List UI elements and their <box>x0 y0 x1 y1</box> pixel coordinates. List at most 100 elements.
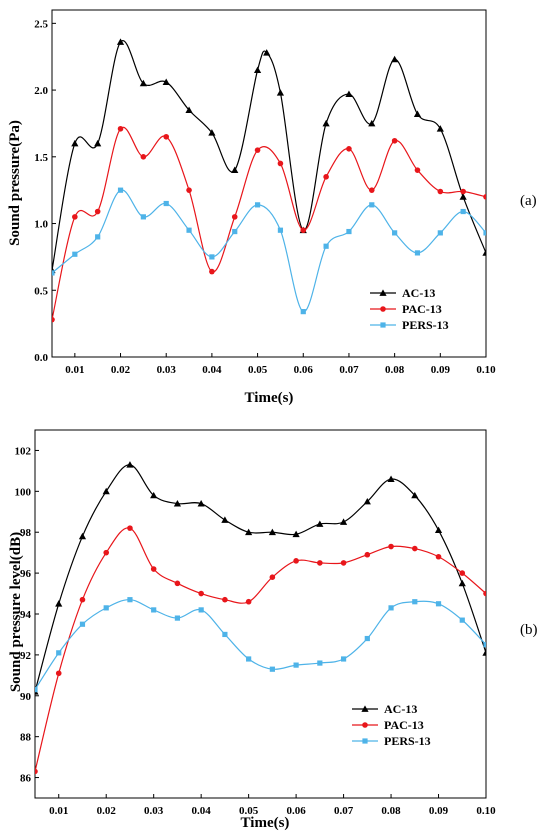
data-point <box>126 461 134 468</box>
data-point <box>436 125 444 132</box>
data-point <box>388 543 394 550</box>
data-point <box>437 230 443 236</box>
x-tick-label: 0.03 <box>144 805 164 817</box>
y-tick-label: 92 <box>20 650 32 662</box>
data-point <box>52 270 55 276</box>
data-point <box>151 607 157 613</box>
data-point <box>55 670 62 677</box>
data-point <box>95 234 101 240</box>
data-point <box>363 497 371 505</box>
legend-label: PERS-13 <box>402 318 449 332</box>
y-axis-ticks-b: 86 88 90 92 94 96 98 100 102 <box>15 445 39 785</box>
data-point <box>127 597 133 603</box>
data-point <box>198 590 204 597</box>
data-point <box>300 227 307 234</box>
data-point <box>198 607 204 613</box>
data-point <box>368 187 375 193</box>
series-group-b <box>35 461 486 775</box>
y-tick-label: 1.5 <box>34 152 48 164</box>
data-point <box>277 227 284 233</box>
data-point <box>364 635 370 642</box>
data-point <box>483 194 486 200</box>
plot-area-frame-a <box>51 9 487 358</box>
data-point <box>269 574 276 580</box>
data-point <box>117 125 124 132</box>
data-point <box>116 38 125 45</box>
data-point <box>150 491 158 499</box>
series-line-pac-13 <box>35 527 486 772</box>
data-point <box>127 525 133 531</box>
y-axis-ticks-a: 0.0 0.5 1.0 1.5 2.0 2.5 <box>34 18 56 364</box>
data-point <box>174 580 181 587</box>
x-tick-label: 0.10 <box>476 805 496 817</box>
x-tick-label: 0.09 <box>431 364 451 376</box>
data-point <box>208 129 216 136</box>
legend-marker <box>380 322 386 328</box>
data-point <box>339 518 348 525</box>
data-point <box>346 228 352 235</box>
data-point <box>231 214 238 220</box>
legend-marker <box>361 705 369 712</box>
y-axis-title-b: Sound pressure level(dB) <box>8 532 24 692</box>
data-point <box>35 687 38 693</box>
data-point <box>253 66 262 73</box>
data-point <box>103 549 110 556</box>
x-axis-ticks-a: 0.01 0.02 0.03 0.04 0.05 0.06 0.07 0.08 0.09 0.10 <box>65 353 496 376</box>
data-point <box>71 139 79 147</box>
data-point <box>317 660 323 666</box>
x-tick-label: 0.01 <box>49 805 68 817</box>
data-point <box>102 487 110 495</box>
y-tick-label: 0.5 <box>34 285 48 297</box>
legend-label: PAC-13 <box>384 718 424 732</box>
data-point <box>94 208 101 215</box>
series-pac-13 <box>35 525 486 775</box>
data-point <box>482 649 486 656</box>
x-tick-label: 0.10 <box>476 364 496 376</box>
data-point <box>368 119 376 127</box>
data-point <box>460 188 466 195</box>
x-tick-label: 0.06 <box>294 364 314 376</box>
legend-item-pac-13: PAC-13 <box>370 302 442 316</box>
data-point <box>413 110 422 117</box>
data-point <box>117 187 124 193</box>
data-point <box>364 551 371 558</box>
chart-panel-a: 0.00.51.01.52.02.5 0.01 0.02 0.03 0.04 0.05 0… <box>7 9 537 406</box>
series-group-a <box>52 38 486 323</box>
series-line-ac-13 <box>52 39 486 271</box>
data-point <box>103 605 109 611</box>
x-tick-label: 0.01 <box>65 364 84 376</box>
legend-label: AC-13 <box>384 702 417 716</box>
data-point <box>246 656 252 662</box>
data-point <box>254 202 261 208</box>
y-tick-label: 2.0 <box>34 85 48 97</box>
series-ac-13 <box>52 38 486 274</box>
x-tick-label: 0.04 <box>192 805 212 817</box>
legend-label: PERS-13 <box>384 734 431 748</box>
data-point <box>174 615 181 621</box>
data-point <box>391 137 398 144</box>
data-point <box>388 605 394 611</box>
series-line-ac-13 <box>35 464 486 692</box>
data-point <box>209 268 215 275</box>
legend-item-ac-13: AC-13 <box>370 286 435 300</box>
series-pers-13 <box>35 597 486 693</box>
data-point <box>245 598 252 605</box>
data-point <box>186 227 192 233</box>
data-point <box>35 768 38 775</box>
data-point <box>460 208 466 215</box>
x-tick-label: 0.07 <box>339 364 359 376</box>
x-tick-label: 0.05 <box>248 364 268 376</box>
y-tick-label: 100 <box>15 486 32 498</box>
data-point <box>411 545 418 552</box>
data-point <box>345 90 353 97</box>
y-tick-label: 1.0 <box>34 219 48 231</box>
data-point <box>459 617 465 623</box>
data-point <box>72 214 78 220</box>
x-tick-label: 0.06 <box>286 805 306 817</box>
data-point <box>222 631 228 638</box>
data-point <box>232 228 238 235</box>
legend-label: AC-13 <box>402 286 435 300</box>
data-point <box>483 590 486 597</box>
data-point <box>56 650 62 656</box>
